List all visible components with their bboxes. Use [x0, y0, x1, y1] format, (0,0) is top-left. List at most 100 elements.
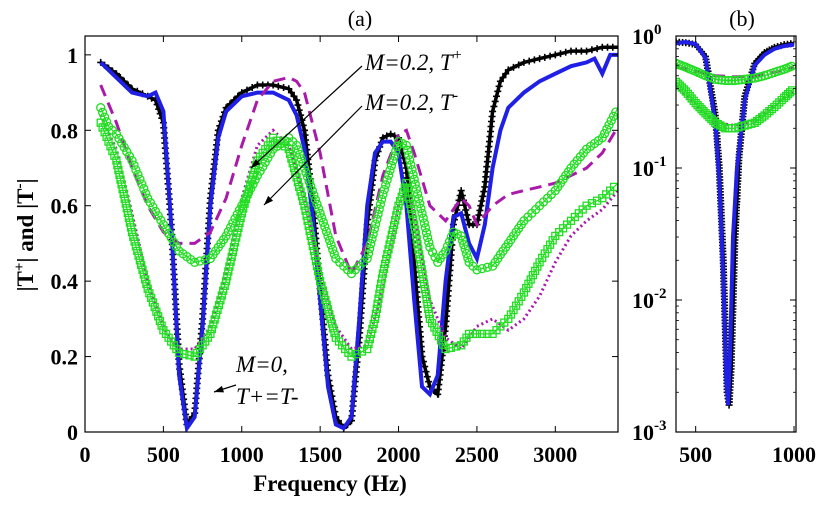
data-point: [407, 204, 416, 214]
data-point: [410, 220, 419, 229]
data-point: [418, 213, 428, 223]
data-point: [219, 286, 228, 295]
data-point: [491, 97, 499, 105]
series-line: [676, 39, 795, 406]
data-point: [727, 75, 737, 86]
data-point: [716, 121, 725, 130]
data-point: [121, 199, 130, 208]
data-point: [310, 251, 320, 261]
data-point: [420, 284, 430, 294]
data-point: [420, 223, 431, 233]
data-point: [442, 241, 453, 251]
data-point: [301, 167, 311, 178]
annotation-label: M=0,: [235, 352, 288, 377]
data-point: [520, 58, 528, 66]
annotation-label: M=0.2, T+: [364, 47, 462, 75]
data-point: [108, 146, 117, 156]
data-point: [274, 82, 282, 90]
data-point: [284, 144, 293, 154]
data-point: [417, 265, 426, 274]
data-point: [135, 174, 145, 184]
data-point: [364, 339, 373, 349]
data-point: [543, 244, 552, 254]
data-point: [104, 137, 113, 146]
data-point: [326, 314, 335, 324]
data-point: [138, 265, 147, 274]
series-line: [99, 52, 618, 432]
data-point: [376, 284, 385, 293]
data-point: [593, 45, 601, 53]
annotation-arrowhead: [251, 159, 261, 168]
data-point: [425, 314, 435, 324]
data-point: [519, 288, 529, 297]
data-point: [717, 75, 727, 85]
data-point: [421, 228, 432, 238]
data-point: [295, 149, 305, 160]
data-point: [291, 168, 300, 177]
data-point: [300, 201, 309, 210]
data-point: [530, 56, 538, 64]
data-point: [510, 63, 517, 71]
x-tick-label: 1000: [772, 442, 816, 467]
data-point: [206, 329, 215, 339]
data-point: [385, 165, 395, 176]
data-point: [150, 302, 159, 312]
panel-a-frame: [84, 35, 619, 433]
data-point: [588, 46, 596, 54]
data-point: [517, 292, 526, 302]
data-point: [227, 252, 236, 262]
data-point: [216, 296, 225, 305]
data-point: [378, 189, 388, 200]
y-tick-label: 0.2: [51, 345, 79, 370]
data-point: [247, 175, 256, 184]
data-point: [310, 195, 321, 205]
data-point: [320, 222, 330, 232]
data-point: [416, 203, 426, 214]
y-tick-label: 10-2: [632, 286, 667, 313]
data-point: [472, 329, 482, 339]
data-point: [309, 190, 319, 200]
data-point: [392, 141, 402, 152]
data-point: [430, 323, 439, 332]
data-point: [423, 299, 432, 309]
x-tick-label: 500: [147, 442, 180, 467]
data-point: [424, 309, 434, 319]
data-point: [609, 43, 617, 51]
data-point: [321, 295, 330, 305]
data-point: [325, 309, 334, 319]
data-point: [185, 351, 194, 360]
data-point: [427, 247, 438, 257]
data-point: [140, 275, 150, 284]
data-point: [374, 294, 383, 303]
data-point: [376, 194, 387, 204]
data-point: [243, 86, 251, 94]
data-point: [424, 304, 433, 314]
data-point: [369, 224, 380, 234]
data-point: [746, 73, 757, 84]
data-point: [139, 270, 148, 279]
panel-a-label: (a): [348, 6, 372, 31]
data-point: [369, 319, 378, 329]
data-point: [419, 275, 428, 284]
data-point: [392, 211, 401, 220]
data-point: [413, 240, 422, 249]
data-point: [587, 199, 597, 208]
data-point: [287, 154, 296, 163]
data-point: [318, 217, 328, 227]
data-point: [504, 314, 513, 324]
data-point: [375, 289, 384, 298]
panel-a-series: [96, 43, 618, 432]
data-point: [311, 256, 321, 266]
x-tick-label: 1500: [298, 442, 342, 467]
data-point: [582, 201, 591, 210]
data-point: [524, 279, 533, 288]
y-axis-label-sup: +: [12, 263, 28, 272]
data-point: [723, 75, 734, 86]
data-point: [112, 156, 121, 165]
data-point: [323, 305, 333, 314]
data-point: [302, 211, 311, 220]
data-point: [533, 262, 542, 271]
data-point: [460, 244, 470, 254]
data-point: [446, 232, 457, 242]
x-tick-label: 1000: [220, 442, 264, 467]
